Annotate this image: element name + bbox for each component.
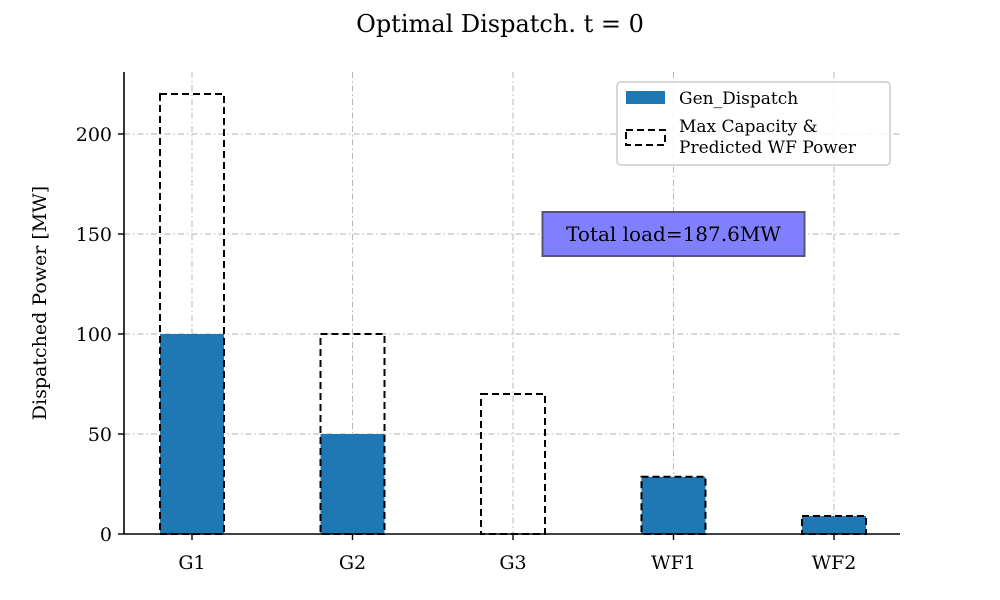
y-tick-label: 100	[76, 324, 112, 346]
legend-box	[616, 81, 891, 166]
legend-label-dispatch: Gen_Dispatch	[679, 89, 798, 109]
max-capacity-bar	[640, 475, 707, 535]
annotation-box	[541, 211, 806, 257]
y-tick-label: 50	[88, 424, 112, 446]
annotation: Total load=187.6MW	[541, 211, 806, 257]
x-tick-label: G1	[178, 552, 205, 574]
legend: Gen_Dispatch Max Capacity &Predicted WF P…	[616, 81, 891, 166]
y-axis-title: Dispatched Power [MW]	[29, 186, 51, 420]
bars	[159, 93, 867, 535]
legend-label-capacity: Predicted WF Power	[679, 138, 857, 158]
annotation-text: Total load=187.6MW	[566, 222, 781, 246]
chart-title: Optimal Dispatch. t = 0	[356, 10, 644, 38]
dispatch-bar	[802, 516, 866, 534]
dispatch-bar	[641, 476, 706, 534]
x-tick-label: G2	[339, 552, 366, 574]
dispatch-bar	[320, 434, 385, 534]
max-capacity-bar	[159, 93, 225, 535]
y-tick-label: 200	[76, 124, 112, 146]
legend-swatch-capacity	[625, 129, 666, 146]
dispatch-bar	[160, 334, 224, 534]
x-tick-label: G3	[499, 552, 526, 574]
y-tick-label: 0	[100, 524, 112, 546]
legend-label-capacity: Max Capacity &	[679, 117, 818, 137]
x-tick-label: WF1	[651, 552, 696, 574]
y-tick-label: 150	[76, 224, 112, 246]
x-tick-label: WF2	[812, 552, 857, 574]
legend-swatch-dispatch	[626, 91, 665, 104]
axes: 0 50 100 150 200 G1 G2 G3 WF1 WF2	[76, 72, 900, 574]
